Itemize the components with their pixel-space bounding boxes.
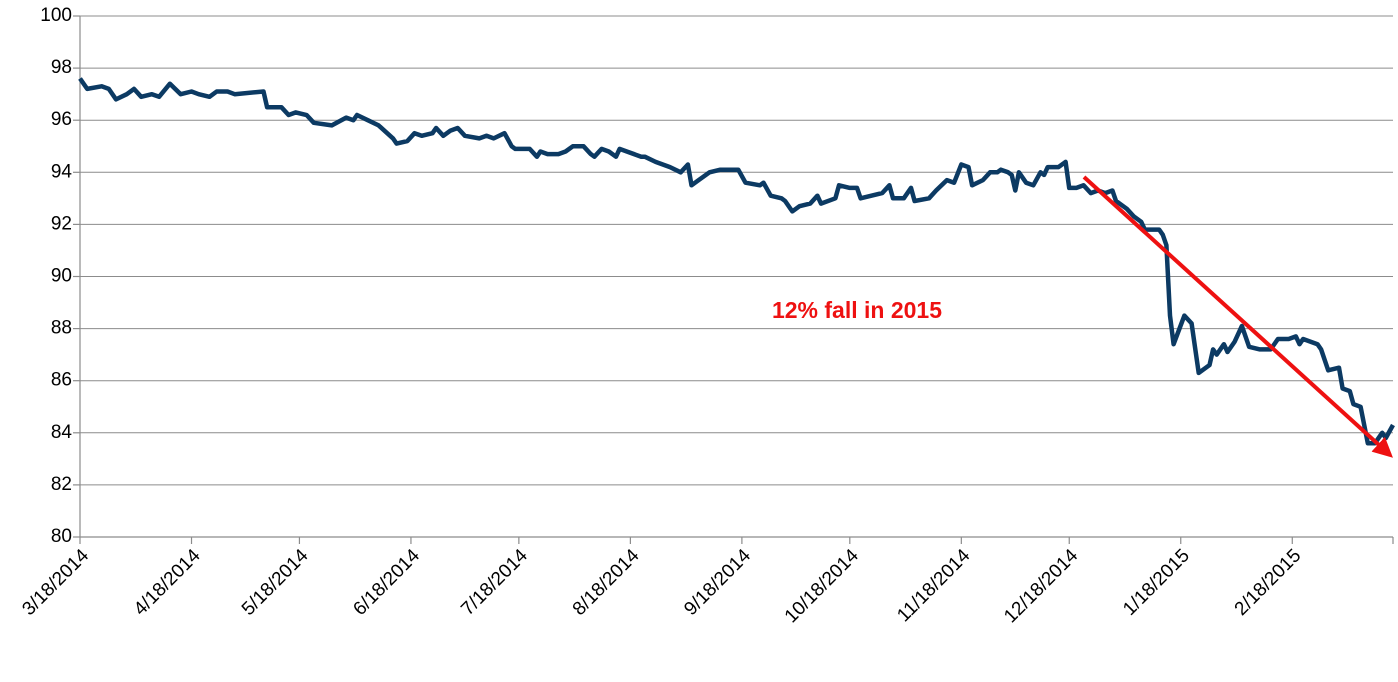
x-tick-label: 5/18/2014 xyxy=(238,545,313,620)
y-tick-label: 92 xyxy=(51,213,72,234)
x-tick-label: 6/18/2014 xyxy=(349,545,424,620)
x-tick-label: 9/18/2014 xyxy=(680,545,755,620)
x-tick-label: 12/18/2014 xyxy=(1000,545,1082,627)
x-tick-label: 4/18/2014 xyxy=(130,545,205,620)
labels: 80 82 84 86 88 90 92 94 96 98 100 3/18/2014 4/18/201… xyxy=(18,5,1305,627)
y-tick-label: 94 xyxy=(51,161,73,182)
y-tick-label: 96 xyxy=(51,109,72,130)
grid xyxy=(73,15,1394,544)
x-tick-label: 2/18/2015 xyxy=(1231,545,1306,620)
trend-arrow xyxy=(1082,175,1393,458)
y-tick-label: 88 xyxy=(51,318,72,339)
y-tick-label: 86 xyxy=(51,370,72,391)
x-tick-label: 1/18/2015 xyxy=(1119,545,1194,620)
y-tick-label: 84 xyxy=(51,422,73,443)
series-line xyxy=(78,77,1395,446)
y-tick-label: 98 xyxy=(51,57,72,78)
x-tick-label: 8/18/2014 xyxy=(569,545,644,620)
x-tick-label: 10/18/2014 xyxy=(781,545,863,627)
x-tick-label: 3/18/2014 xyxy=(18,545,93,620)
y-tick-label: 82 xyxy=(51,474,72,495)
series xyxy=(78,77,1395,446)
y-tick-label: 90 xyxy=(51,266,72,287)
y-tick-label: 80 xyxy=(51,526,72,547)
x-tick-label: 11/18/2014 xyxy=(893,545,974,626)
annotation: 12% fall in 2015 xyxy=(772,297,942,323)
y-tick-label: 100 xyxy=(40,5,72,26)
x-tick-label: 7/18/2014 xyxy=(457,545,532,620)
